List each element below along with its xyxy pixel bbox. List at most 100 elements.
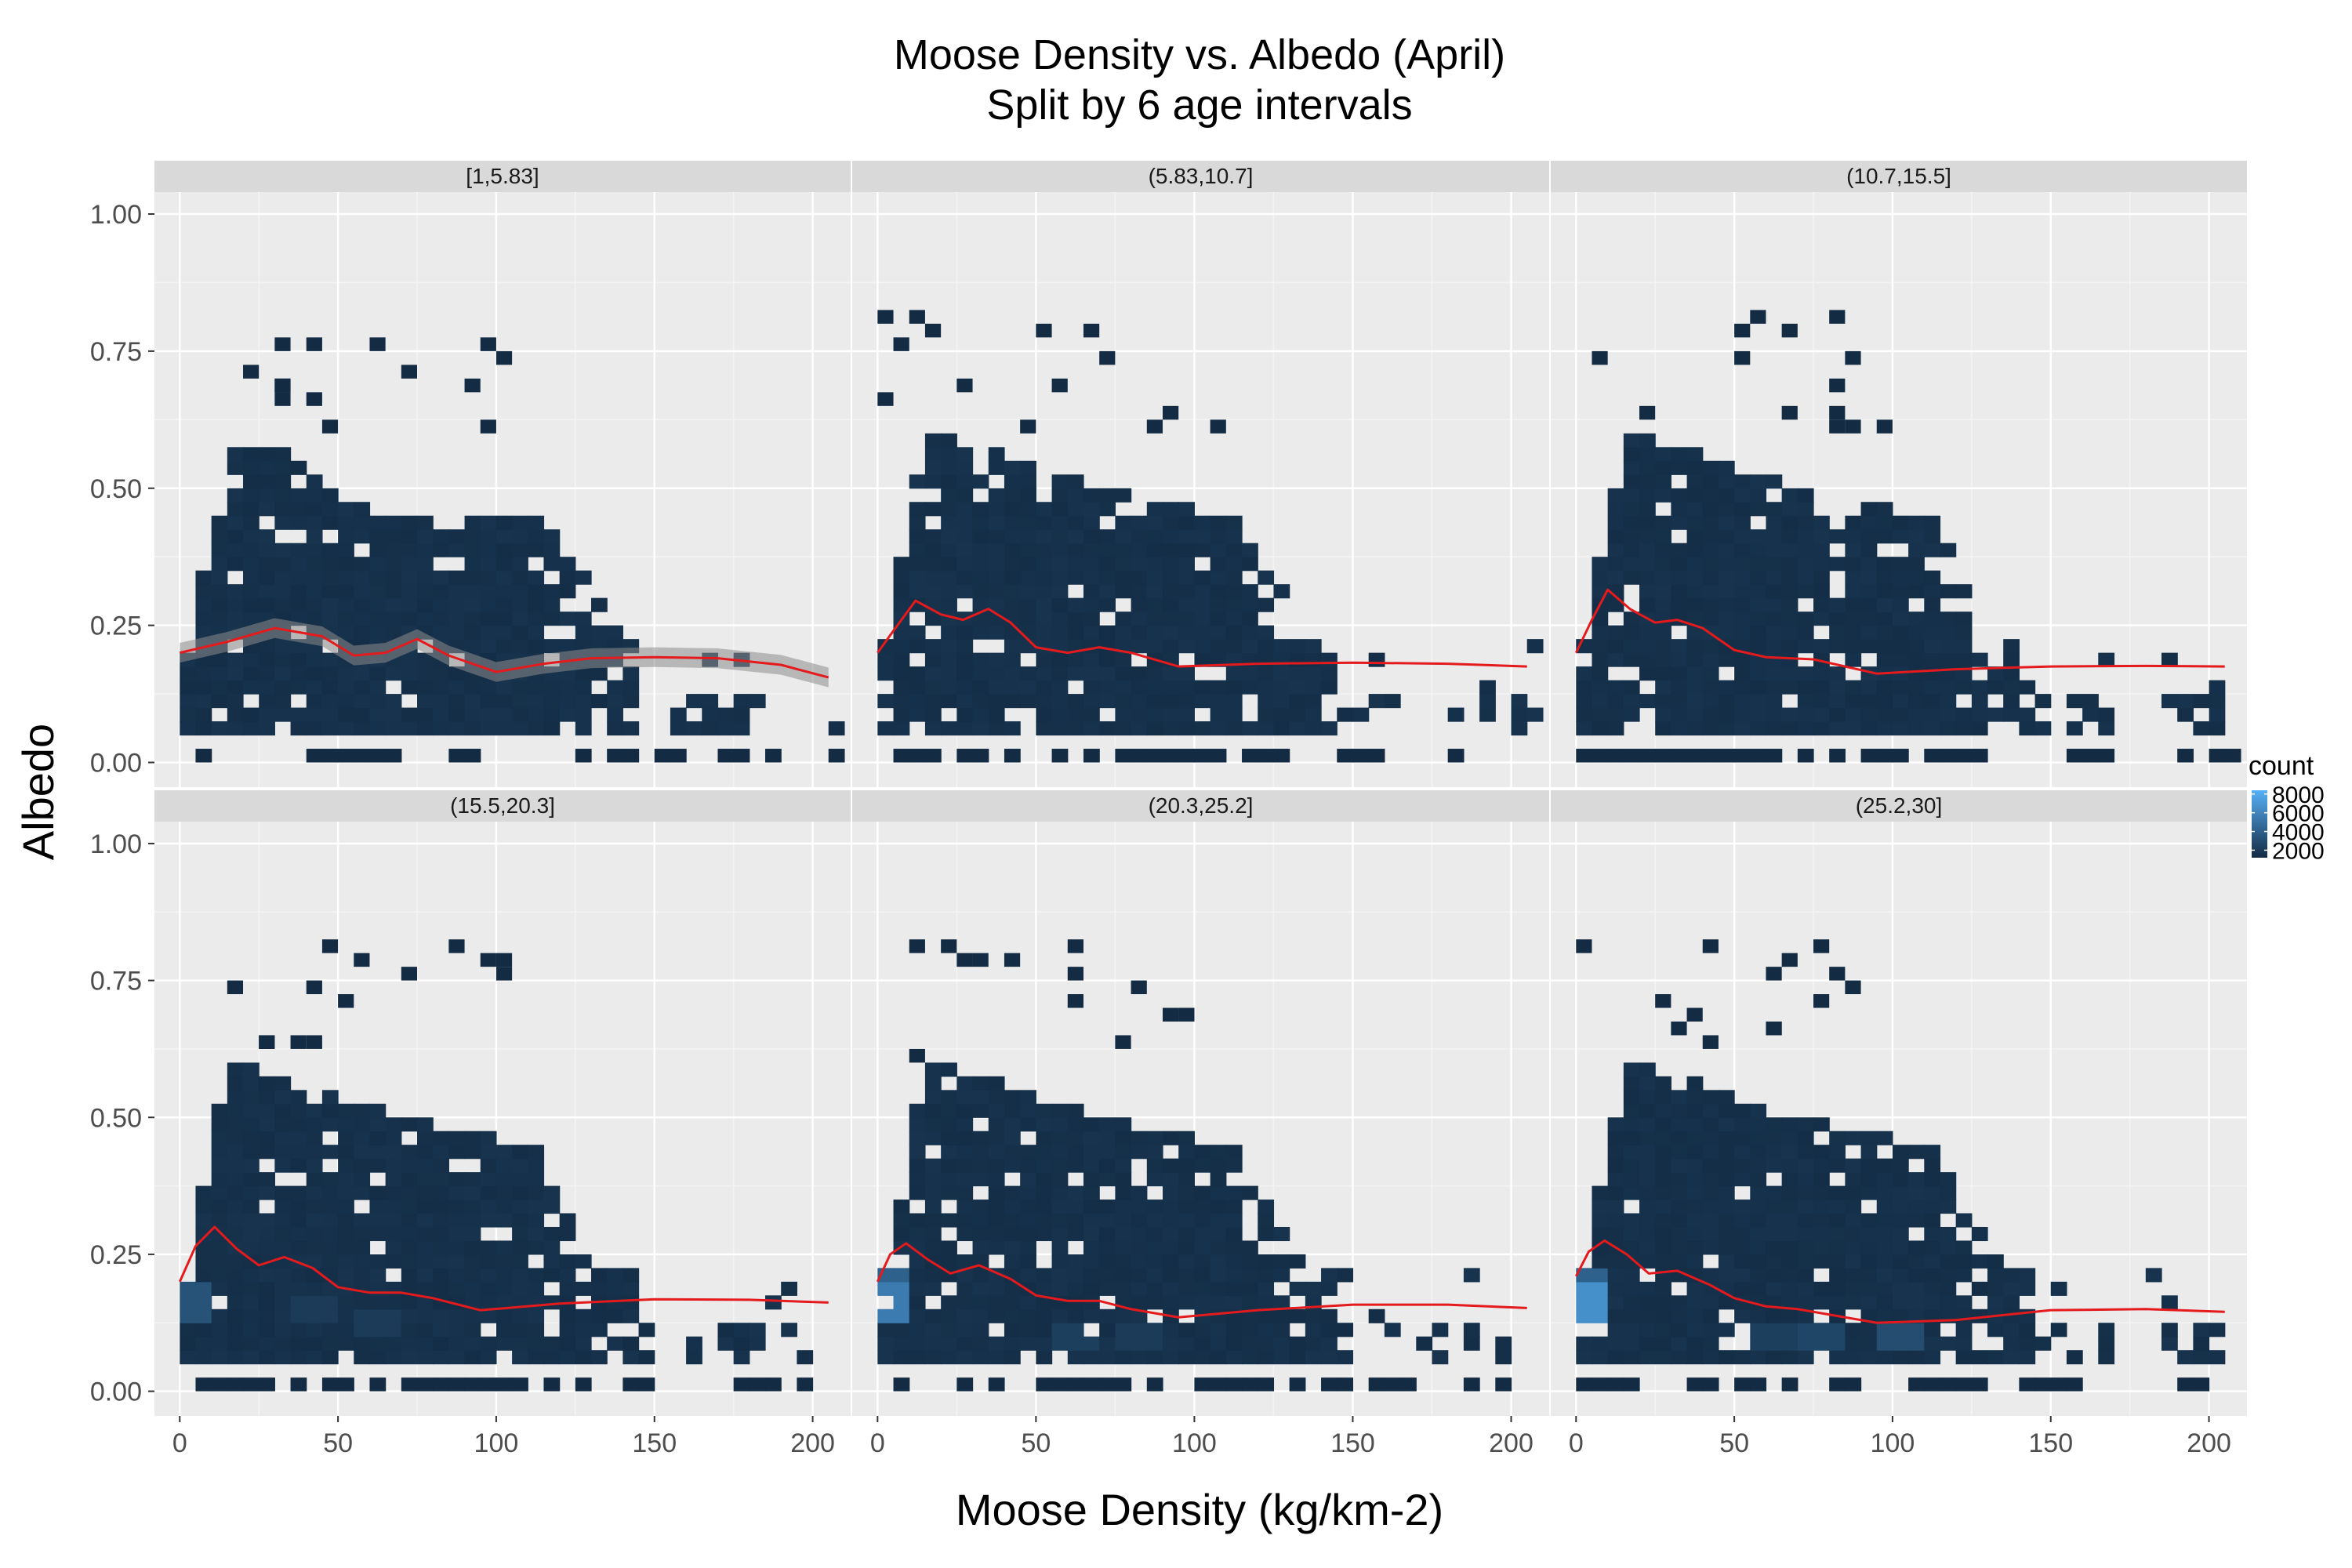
y-tick-label: 0.00 <box>90 1377 142 1407</box>
heatmap-bin <box>1734 1377 1751 1392</box>
heatmap-bin <box>1115 543 1132 557</box>
heatmap-bin <box>2161 1295 2178 1310</box>
heatmap-bin <box>401 721 418 736</box>
heatmap-bin <box>1004 1213 1021 1228</box>
heatmap-bin <box>893 639 910 654</box>
heatmap-bin <box>227 1226 244 1242</box>
heatmap-bin <box>290 1295 307 1310</box>
heatmap-bin <box>909 515 926 530</box>
heatmap-bin <box>1686 1172 1704 1187</box>
heatmap-bin <box>1781 405 1798 420</box>
heatmap-bin <box>543 597 561 612</box>
heatmap-bin <box>1321 1323 1338 1338</box>
heatmap-bin <box>480 1254 497 1269</box>
heatmap-bin <box>1797 1336 1814 1351</box>
heatmap-bin <box>1194 584 1211 599</box>
heatmap-bin <box>417 1117 434 1132</box>
heatmap-bin <box>1908 1350 1925 1365</box>
heatmap-bin <box>369 1268 387 1283</box>
heatmap-bin <box>1908 543 1925 557</box>
heatmap-bin <box>1511 694 1528 709</box>
heatmap-bin <box>1384 1377 1401 1392</box>
heatmap-bin <box>1305 707 1322 722</box>
heatmap-bin <box>1686 1254 1704 1269</box>
heatmap-bin <box>1686 447 1704 462</box>
heatmap-bin <box>401 1213 418 1228</box>
heatmap-bin <box>909 557 926 572</box>
heatmap-bin <box>1766 721 1783 736</box>
heatmap-bin <box>2177 694 2194 709</box>
heatmap-bin <box>243 1295 260 1310</box>
heatmap-bin <box>877 392 894 406</box>
heatmap-bin <box>924 447 942 462</box>
heatmap-bin <box>909 694 926 709</box>
heatmap-bin <box>1987 1281 2004 1296</box>
heatmap-bin <box>306 694 323 709</box>
heatmap-bin <box>1146 1240 1163 1255</box>
heatmap-bin <box>1829 749 1846 763</box>
heatmap-bin <box>1686 1145 1704 1160</box>
heatmap-bin <box>495 953 513 967</box>
heatmap-bin <box>1099 1240 1116 1255</box>
heatmap-bin <box>1020 570 1036 585</box>
heatmap-bin <box>480 1308 497 1323</box>
heatmap-bin <box>1860 502 1878 517</box>
heatmap-bin <box>180 680 197 695</box>
heatmap-bin <box>1623 1131 1640 1145</box>
heatmap-bin <box>893 666 910 681</box>
heatmap-bin <box>686 1336 702 1351</box>
heatmap-bin <box>369 625 387 640</box>
heatmap-bin <box>1210 1295 1227 1310</box>
heatmap-bin <box>1607 652 1624 667</box>
heatmap-bin <box>1289 1377 1306 1392</box>
heatmap-bin <box>1750 502 1767 517</box>
heatmap-bin <box>1924 749 1941 763</box>
heatmap-bin <box>1099 1131 1116 1145</box>
heatmap-bin <box>1766 570 1783 585</box>
heatmap-bin <box>1131 1200 1148 1214</box>
heatmap-bin <box>1734 570 1751 585</box>
heatmap-bin <box>1051 749 1069 763</box>
heatmap-bin <box>1766 666 1783 681</box>
heatmap-bin <box>1702 1336 1719 1351</box>
heatmap-bin <box>988 1350 1005 1365</box>
heatmap-bin <box>306 1172 323 1187</box>
heatmap-bin <box>480 419 496 434</box>
heatmap-bin <box>1210 597 1227 612</box>
heatmap-bin <box>1671 612 1688 626</box>
heatmap-bin <box>1273 680 1290 695</box>
heatmap-bin <box>1163 625 1179 640</box>
heatmap-bin <box>1702 1350 1719 1365</box>
heatmap-bin <box>1607 1350 1624 1365</box>
heatmap-bin <box>924 1103 942 1118</box>
legend-tick-label: 2000 <box>2272 838 2325 864</box>
heatmap-bin <box>1734 1350 1751 1365</box>
heatmap-bin <box>1671 1213 1688 1228</box>
heatmap-bin <box>1337 1323 1354 1338</box>
heatmap-bin <box>1607 488 1624 503</box>
heatmap-bin <box>1655 1076 1671 1091</box>
heatmap-bin <box>417 1158 434 1173</box>
heatmap-bin <box>1702 488 1719 503</box>
heatmap-bin <box>1225 694 1243 709</box>
heatmap-bin <box>1115 1281 1132 1296</box>
heatmap-bin <box>909 1295 926 1310</box>
heatmap-bin <box>1067 488 1084 503</box>
heatmap-bin <box>306 1350 323 1365</box>
heatmap-bin <box>290 1213 307 1228</box>
heatmap-bin <box>1592 1377 1609 1392</box>
heatmap-bin <box>1225 570 1243 585</box>
heatmap-bin <box>909 1254 926 1269</box>
heatmap-bin <box>227 1145 244 1160</box>
heatmap-bin <box>1766 749 1783 763</box>
heatmap-bin <box>1131 1131 1148 1145</box>
heatmap-bin <box>1781 1145 1798 1160</box>
heatmap-bin <box>1623 1145 1640 1160</box>
heatmap-bin <box>259 1308 275 1323</box>
heatmap-bin <box>2193 1336 2210 1351</box>
heatmap-bin <box>211 1254 228 1269</box>
heatmap-bin <box>1131 1295 1148 1310</box>
heatmap-bin <box>321 694 339 709</box>
heatmap-bin <box>941 1254 957 1269</box>
